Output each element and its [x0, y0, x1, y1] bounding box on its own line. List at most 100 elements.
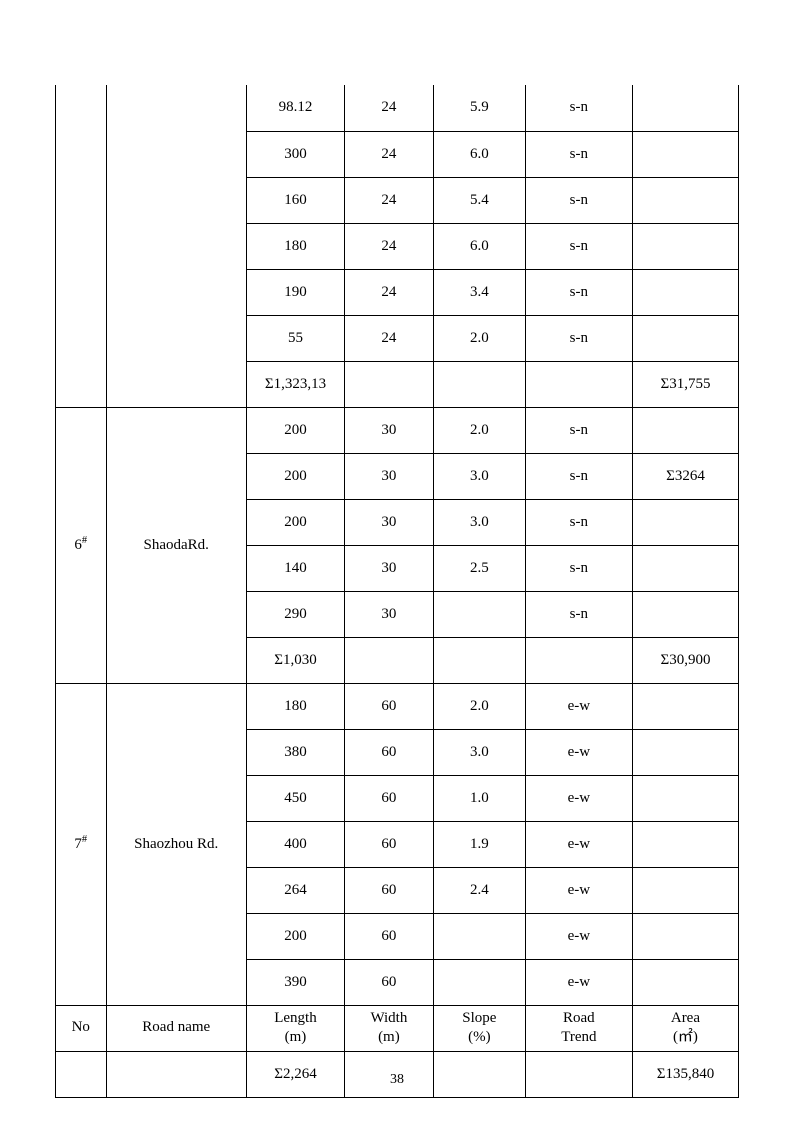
- cell-trend: s-n: [525, 453, 632, 499]
- cell-trend: s-n: [525, 591, 632, 637]
- cell-width: 30: [344, 499, 433, 545]
- cell-length: 264: [246, 867, 344, 913]
- cell-slope: 3.0: [433, 499, 525, 545]
- cell-width: 60: [344, 729, 433, 775]
- header-no: No: [56, 1005, 107, 1051]
- sum-area-value: 30,900: [669, 652, 710, 668]
- cell-trend: e-w: [525, 729, 632, 775]
- cell-slope: 5.9: [433, 85, 525, 131]
- header-trend: RoadTrend: [525, 1005, 632, 1051]
- table-row: 6# ShaodaRd. 200 30 2.0 s-n: [56, 407, 739, 453]
- cell-road-name: [106, 85, 246, 407]
- cell-area: [632, 867, 738, 913]
- cell-area: [632, 407, 738, 453]
- cell-area: [632, 959, 738, 1005]
- cell-trend: e-w: [525, 775, 632, 821]
- cell-area: [632, 131, 738, 177]
- cell-length: 200: [246, 407, 344, 453]
- hdr-label: Width: [370, 1010, 407, 1026]
- cell-trend: s-n: [525, 85, 632, 131]
- cell-slope: [433, 637, 525, 683]
- no-number: 6: [74, 537, 82, 553]
- hdr-label: Slope: [462, 1010, 496, 1026]
- cell-length: 200: [246, 453, 344, 499]
- cell-width: 24: [344, 269, 433, 315]
- hdr-unit: (㎡): [673, 1029, 698, 1045]
- cell-area: [632, 177, 738, 223]
- header-road-name: Road name: [106, 1005, 246, 1051]
- cell-area: [632, 729, 738, 775]
- cell-area: [632, 683, 738, 729]
- cell-area: [632, 913, 738, 959]
- cell-width: 24: [344, 177, 433, 223]
- cell-length: 160: [246, 177, 344, 223]
- cell-width: 60: [344, 683, 433, 729]
- cell-slope: [433, 591, 525, 637]
- sigma-icon: Σ: [265, 376, 274, 392]
- cell-trend: e-w: [525, 821, 632, 867]
- cell-width: 60: [344, 775, 433, 821]
- hash-icon: #: [82, 834, 87, 845]
- cell-width: [344, 637, 433, 683]
- page-number: 38: [0, 1072, 794, 1088]
- hdr-label-2: Trend: [561, 1029, 596, 1045]
- cell-trend: s-n: [525, 223, 632, 269]
- cell-length: 300: [246, 131, 344, 177]
- cell-no: 6#: [56, 407, 107, 683]
- sigma-icon: Σ: [660, 652, 669, 668]
- cell-width: 24: [344, 131, 433, 177]
- cell-length: 55: [246, 315, 344, 361]
- cell-trend: [525, 361, 632, 407]
- cell-slope: [433, 959, 525, 1005]
- hdr-label: Length: [274, 1010, 317, 1026]
- sigma-icon: Σ: [274, 652, 283, 668]
- cell-sum-area: Σ31,755: [632, 361, 738, 407]
- sum-length-value: 1,323,13: [274, 376, 327, 392]
- hash-icon: #: [82, 535, 87, 546]
- cell-width: 60: [344, 867, 433, 913]
- cell-slope: 1.9: [433, 821, 525, 867]
- cell-width: 24: [344, 85, 433, 131]
- cell-trend: s-n: [525, 269, 632, 315]
- no-number: 7: [74, 836, 82, 852]
- cell-area: Σ3264: [632, 453, 738, 499]
- cell-area: [632, 775, 738, 821]
- cell-width: 60: [344, 959, 433, 1005]
- cell-area: [632, 85, 738, 131]
- cell-slope: 2.0: [433, 683, 525, 729]
- cell-trend: [525, 637, 632, 683]
- cell-trend: s-n: [525, 131, 632, 177]
- cell-length: 180: [246, 683, 344, 729]
- hdr-unit: (m): [378, 1029, 400, 1045]
- cell-area: [632, 545, 738, 591]
- cell-width: 30: [344, 407, 433, 453]
- hdr-label: Area: [671, 1010, 700, 1026]
- cell-length: 180: [246, 223, 344, 269]
- cell-slope: 1.0: [433, 775, 525, 821]
- cell-area: [632, 499, 738, 545]
- cell-trend: s-n: [525, 315, 632, 361]
- cell-length: 400: [246, 821, 344, 867]
- header-row: No Road name Length(m) Width(m) Slope(%)…: [56, 1005, 739, 1051]
- cell-slope: 3.0: [433, 729, 525, 775]
- cell-length: 450: [246, 775, 344, 821]
- cell-slope: 2.4: [433, 867, 525, 913]
- cell-trend: e-w: [525, 913, 632, 959]
- cell-slope: 3.4: [433, 269, 525, 315]
- cell-slope: 6.0: [433, 131, 525, 177]
- cell-area: [632, 821, 738, 867]
- cell-width: 30: [344, 591, 433, 637]
- header-area: Area (㎡): [632, 1005, 738, 1051]
- area-value: 3264: [675, 468, 705, 484]
- cell-sum-length: Σ1,030: [246, 637, 344, 683]
- cell-no: 7#: [56, 683, 107, 1005]
- cell-slope: [433, 913, 525, 959]
- cell-width: 60: [344, 821, 433, 867]
- cell-slope: [433, 361, 525, 407]
- cell-length: 290: [246, 591, 344, 637]
- cell-width: 30: [344, 453, 433, 499]
- sum-area-value: 31,755: [669, 376, 710, 392]
- cell-trend: s-n: [525, 499, 632, 545]
- cell-slope: 3.0: [433, 453, 525, 499]
- header-width: Width (m): [344, 1005, 433, 1051]
